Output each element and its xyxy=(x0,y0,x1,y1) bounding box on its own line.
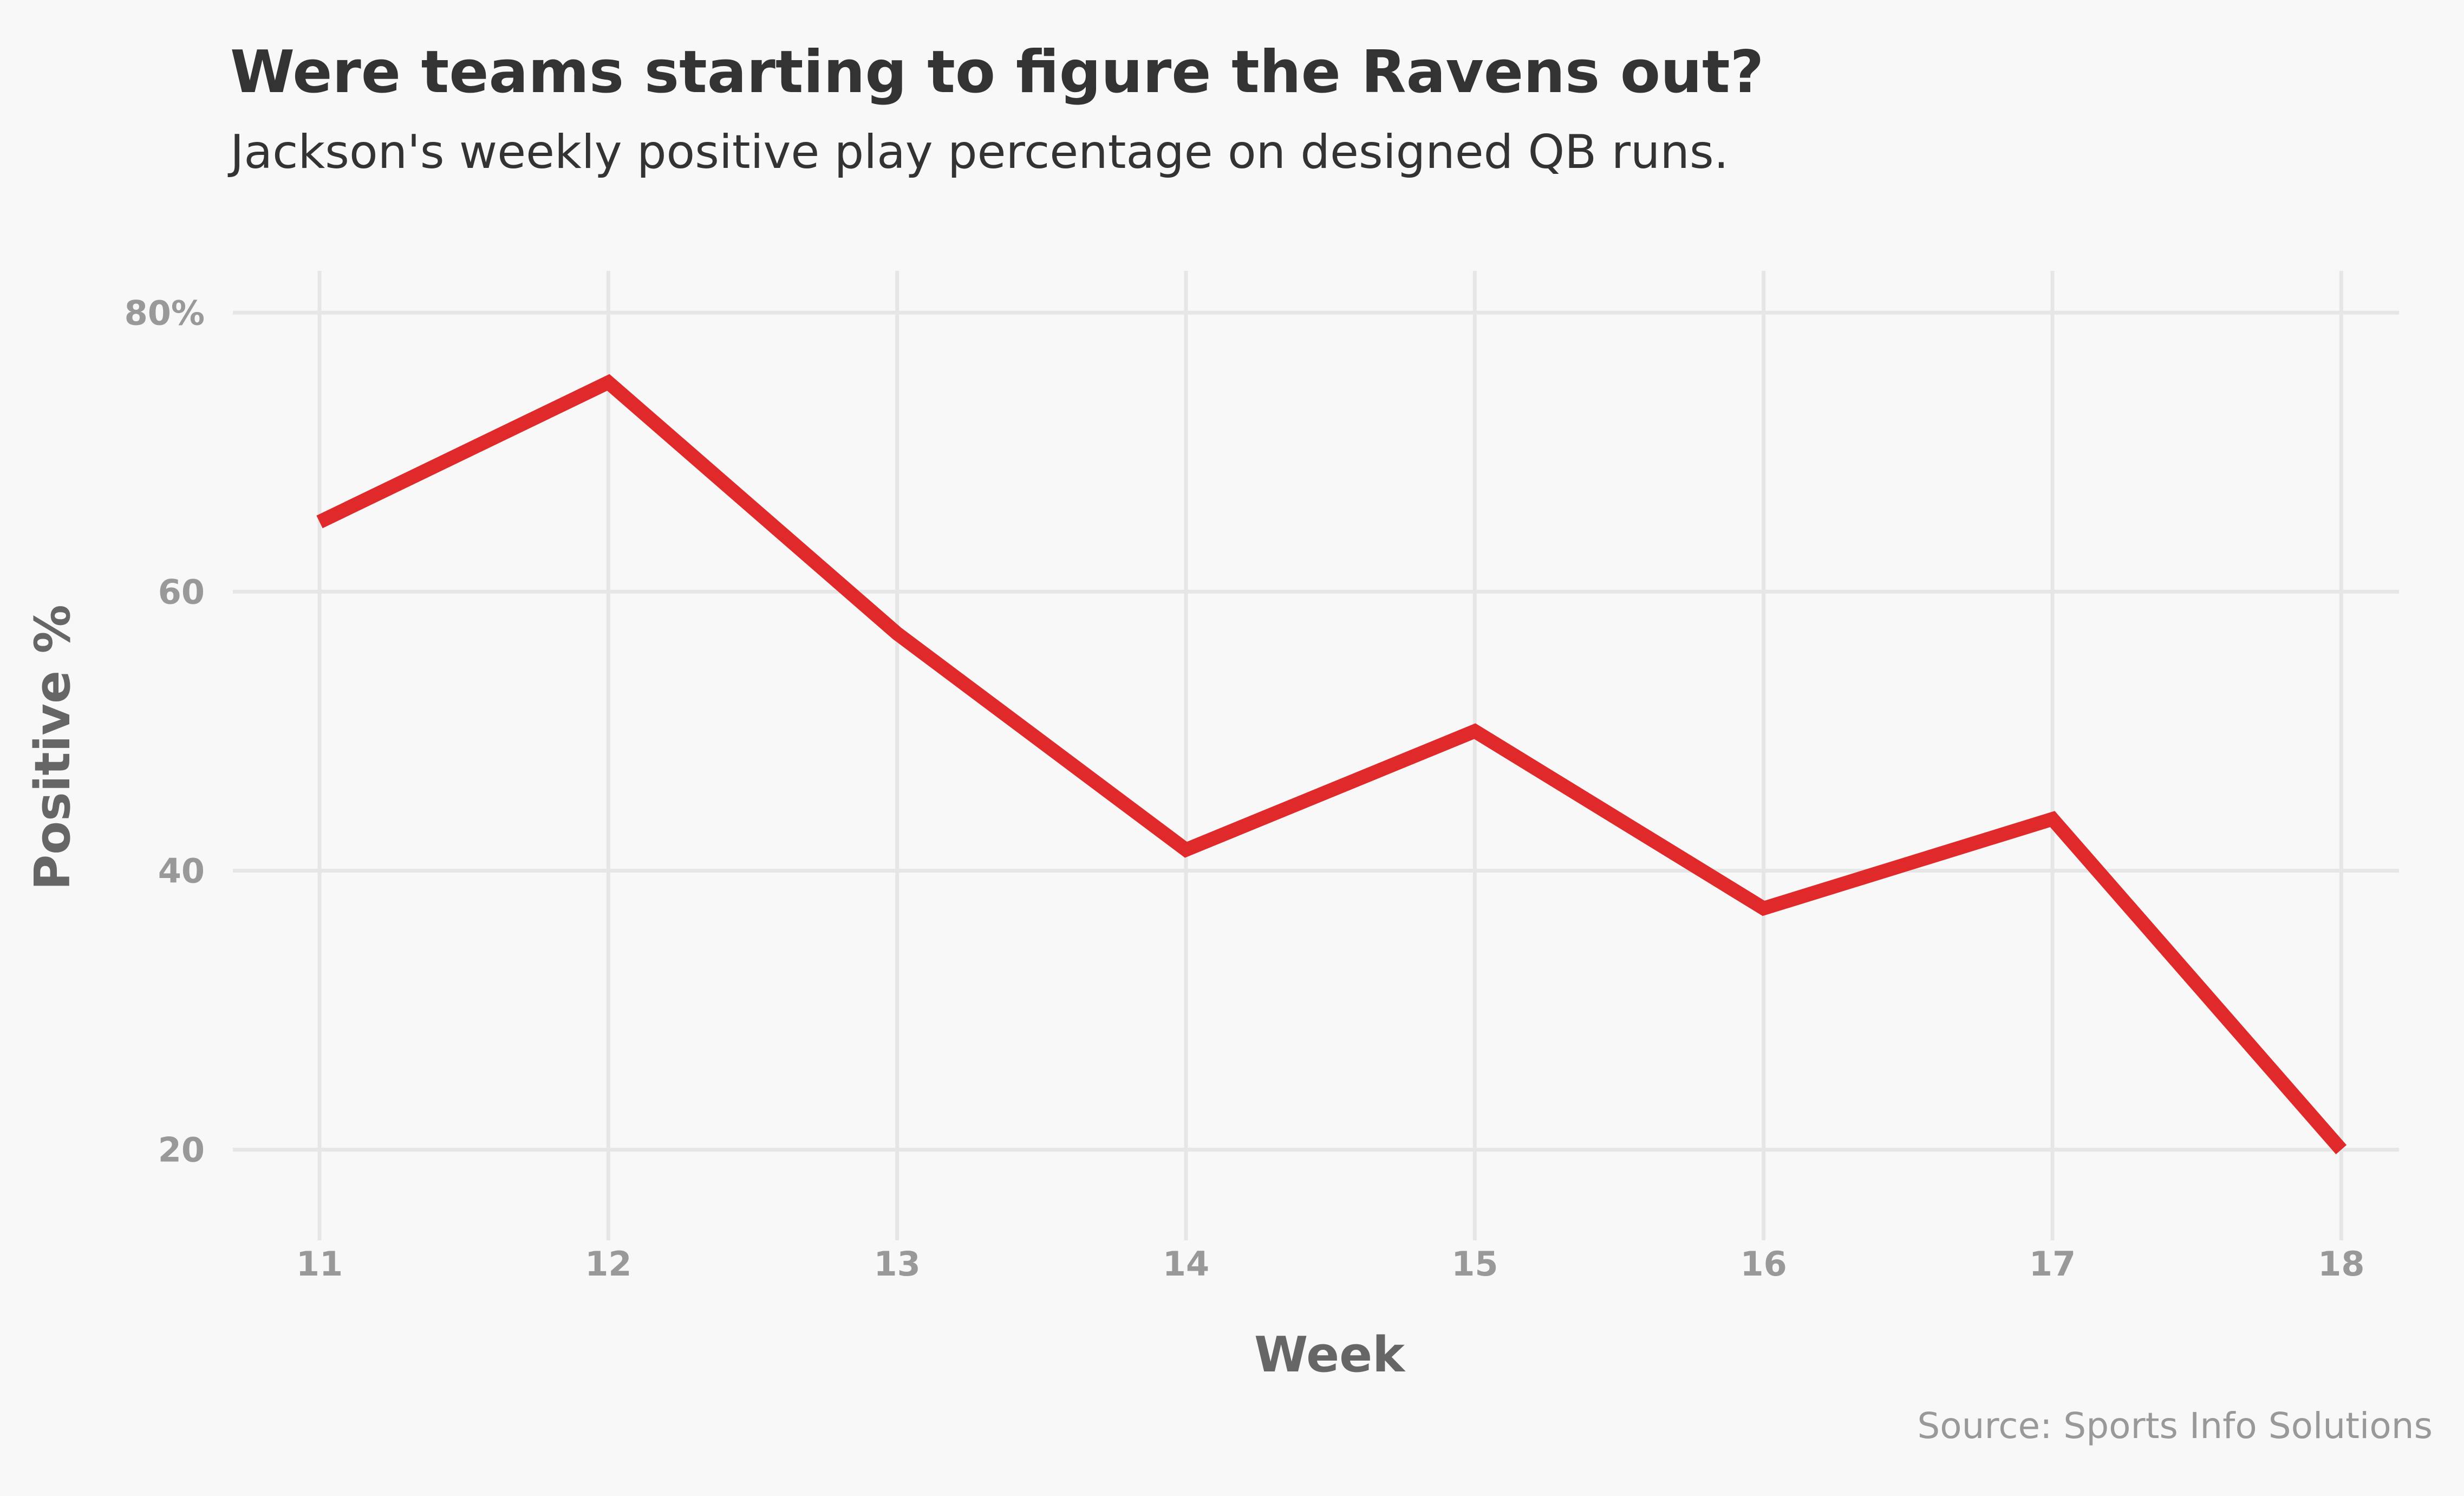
y-tick-label: 20 xyxy=(158,1130,205,1170)
x-tick-label: 17 xyxy=(2029,1244,2076,1284)
x-tick-label: 11 xyxy=(296,1244,343,1284)
series-line-0 xyxy=(316,374,2347,1155)
x-axis-ticks: 11 12 13 14 15 16 17 18 xyxy=(296,1244,2365,1284)
chart-subtitle: Jackson's weekly positive play percentag… xyxy=(227,125,1729,179)
chart-title: Were teams starting to figure the Ravens… xyxy=(230,38,1764,106)
x-tick-label: 14 xyxy=(1163,1244,1209,1284)
series-layer xyxy=(316,374,2347,1155)
x-axis-title: Week xyxy=(1254,1326,1406,1383)
y-axis-title: Positive % xyxy=(24,604,81,890)
x-tick-label: 16 xyxy=(1741,1244,1787,1284)
plot-area: 20 40 60 80% 11 12 13 14 15 16 17 18 xyxy=(125,271,2399,1284)
x-tick-label: 18 xyxy=(2318,1244,2364,1284)
x-tick-label: 13 xyxy=(874,1244,921,1284)
y-tick-label: 40 xyxy=(158,851,205,890)
y-axis-ticks: 20 40 60 80% xyxy=(125,293,205,1169)
grid-layer xyxy=(233,271,2399,1240)
x-tick-label: 12 xyxy=(585,1244,631,1284)
source-caption: Source: Sports Info Solutions xyxy=(1917,1405,2433,1447)
y-tick-label: 60 xyxy=(158,572,205,612)
x-tick-label: 15 xyxy=(1451,1244,1498,1284)
y-tick-label: 80% xyxy=(125,293,205,333)
